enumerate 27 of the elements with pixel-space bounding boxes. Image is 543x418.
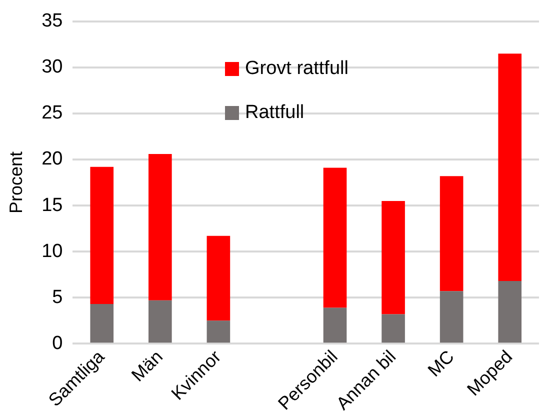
bar — [206, 320, 230, 343]
legend-label: Grovt rattfull — [245, 58, 348, 80]
x-tick-label: MC — [424, 346, 458, 380]
x-tick-label: Män — [128, 346, 166, 386]
bar — [498, 281, 522, 343]
bar — [440, 291, 464, 343]
y-tick-label: 15 — [42, 194, 63, 216]
bar — [206, 236, 230, 321]
y-tick-label: 35 — [42, 10, 63, 32]
y-tick-label: 10 — [42, 240, 63, 262]
bar — [323, 168, 347, 308]
bar — [90, 166, 114, 304]
legend-label: Rattfull — [245, 102, 304, 124]
bar — [148, 300, 172, 343]
y-tick-label: 25 — [42, 102, 63, 124]
bar — [440, 176, 464, 292]
bar — [323, 308, 347, 343]
y-tick-label: 5 — [52, 286, 63, 308]
bar — [90, 304, 114, 343]
y-tick-label: 20 — [42, 148, 63, 170]
bar — [148, 154, 172, 300]
y-tick-label: 0 — [52, 332, 63, 354]
bar — [498, 54, 522, 282]
bar — [382, 200, 405, 314]
bar — [382, 314, 405, 343]
y-tick-label: 30 — [42, 56, 63, 78]
y-axis-title: Procent — [6, 152, 26, 214]
